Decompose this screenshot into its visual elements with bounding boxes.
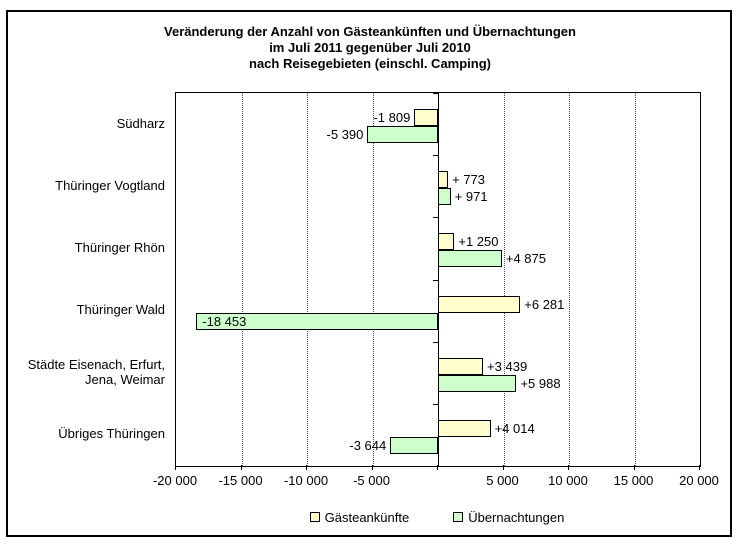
gridline xyxy=(569,93,570,466)
bar-value-label: + 773 xyxy=(452,172,486,188)
bar-uebernachtungen xyxy=(196,312,438,330)
value-axis-tick xyxy=(568,465,569,470)
gridline xyxy=(372,93,374,466)
zero-axis-line xyxy=(438,93,439,466)
legend-swatch-icon xyxy=(453,512,464,522)
value-axis-tick-label: -10 000 xyxy=(283,473,329,488)
category-axis-labels: Südharz Thüringer Vogtland Thüringer Rhön T… xyxy=(0,92,165,465)
gridline xyxy=(634,93,636,466)
gridline xyxy=(241,93,243,466)
category-axis-tick xyxy=(433,403,438,405)
chart-title-line-2: im Juli 2011 gegenüber Juli 2010 xyxy=(269,40,471,55)
bar-gaesteankuenfte xyxy=(438,171,449,189)
value-axis-tick-label: 15 000 xyxy=(613,473,654,488)
value-axis-tick xyxy=(371,465,373,470)
bar-uebernachtungen xyxy=(438,188,451,206)
value-axis-tick xyxy=(502,465,504,470)
bar-value-label: +4 875 xyxy=(505,251,546,267)
category-label: Südharz xyxy=(116,115,165,131)
category-label: Städte Eisenach, Erfurt, Jena, Weimar xyxy=(27,356,165,387)
value-axis-labels: -20 000 -15 000 -10 000 -5 000 5 000 10 000 15… xyxy=(0,473,740,489)
value-axis-tick xyxy=(699,465,700,470)
bar-value-label: +4 014 xyxy=(494,420,535,436)
legend-label: Gästeankünfte xyxy=(324,509,410,525)
value-axis-tick xyxy=(175,465,176,470)
bar-uebernachtungen xyxy=(367,126,438,143)
bar-value-label: -1 809 xyxy=(373,110,411,125)
value-axis-tick-label: -5 000 xyxy=(353,473,390,488)
bar-uebernachtungen xyxy=(438,250,502,268)
value-axis-tick-label: 20 000 xyxy=(679,473,719,488)
chart-title: Veränderung der Anzahl von Gästeankünfte… xyxy=(8,24,732,72)
value-axis-tick-label: 5 000 xyxy=(486,473,519,488)
bar-value-label: +6 281 xyxy=(524,296,565,312)
value-axis-tick xyxy=(240,465,242,470)
category-axis-tick xyxy=(433,217,438,219)
value-axis-tick xyxy=(306,465,307,470)
value-axis-tick-label: 10 000 xyxy=(548,473,588,488)
category-label: Übriges Thüringen xyxy=(58,426,165,442)
category-label: Thüringer Vogtland xyxy=(55,177,165,193)
category-axis-tick xyxy=(433,155,438,157)
category-axis-tick xyxy=(433,279,438,281)
bar-gaesteankuenfte xyxy=(414,109,438,126)
chart-title-line-1: Veränderung der Anzahl von Gästeankünfte… xyxy=(164,24,576,39)
legend-swatch-icon xyxy=(309,512,320,522)
legend-label: Übernachtungen xyxy=(468,509,565,525)
bar-value-label: +1 250 xyxy=(458,234,499,250)
bar-uebernachtungen xyxy=(438,374,517,392)
category-axis-tick xyxy=(433,341,438,343)
bar-gaesteankuenfte xyxy=(438,295,521,313)
value-axis-tick xyxy=(633,465,635,470)
value-axis-tick xyxy=(437,465,438,470)
bar-value-label: +5 988 xyxy=(520,375,561,391)
bar-value-label: -18 453 xyxy=(202,313,247,329)
bar-value-label: + 971 xyxy=(454,189,488,205)
legend: Gästeankünfte Übernachtungen xyxy=(175,506,699,528)
bar-gaesteankuenfte xyxy=(438,419,491,437)
category-axis-tick xyxy=(433,466,438,467)
plot-area: -1 809 + 773 +1 250 +6 281 +3 439 +4 014 -5 39… xyxy=(175,92,701,467)
bar-value-label: -3 644 xyxy=(349,437,387,453)
value-axis-tick-label: -15 000 xyxy=(218,473,263,488)
bar-value-label: +3 439 xyxy=(487,358,528,374)
bar-uebernachtungen xyxy=(390,436,438,454)
bar-value-label: -5 390 xyxy=(326,127,364,142)
gridline xyxy=(307,93,308,466)
category-label: Thüringer Wald xyxy=(76,302,165,318)
gridline xyxy=(503,93,505,466)
bar-gaesteankuenfte xyxy=(438,233,455,251)
legend-item: Übernachtungen xyxy=(453,510,564,525)
category-label: Thüringer Rhön xyxy=(74,239,165,255)
value-axis-tick-label: -20 000 xyxy=(152,473,198,488)
bar-gaesteankuenfte xyxy=(438,357,484,375)
chart-title-line-3: nach Reisegebieten (einschl. Camping) xyxy=(249,56,491,71)
legend-item: Gästeankünfte xyxy=(309,509,410,525)
category-axis-tick xyxy=(433,93,438,94)
